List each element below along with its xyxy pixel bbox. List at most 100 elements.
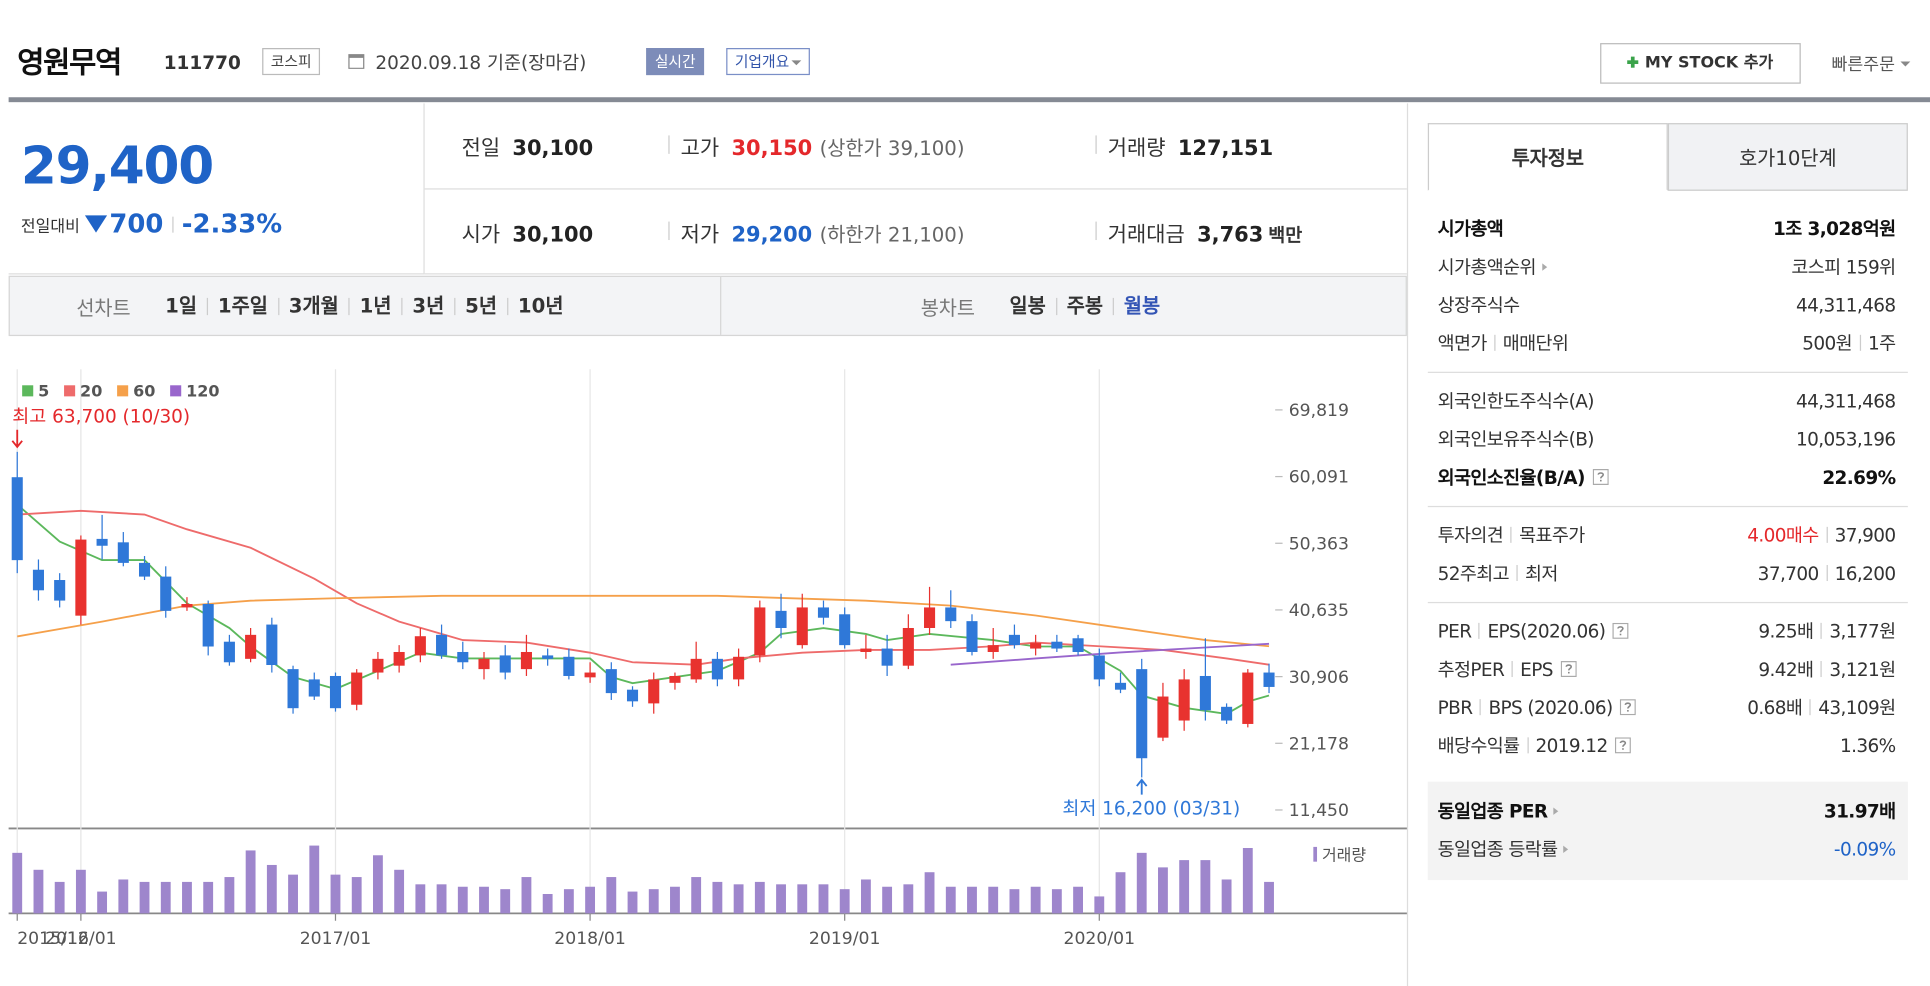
stat-label: 전일 bbox=[461, 136, 501, 162]
legend-label: 5 bbox=[38, 381, 49, 400]
info-value: 10,053,196 bbox=[1796, 428, 1896, 450]
period-option[interactable]: 10년 bbox=[506, 295, 573, 315]
volume-bar bbox=[372, 855, 383, 914]
quick-order[interactable]: 빠른주문 bbox=[1831, 52, 1910, 77]
period-option[interactable]: 3년 bbox=[401, 295, 454, 315]
annotation-arrow bbox=[11, 429, 23, 449]
period-option[interactable]: 5년 bbox=[454, 295, 507, 315]
volume-bar bbox=[988, 886, 999, 914]
info-label: PER EPS(2020.06) bbox=[1438, 620, 1629, 642]
tab[interactable]: 호가10단계 bbox=[1667, 123, 1908, 191]
candle-body bbox=[393, 651, 405, 666]
info-label: 액면가 매매단위 bbox=[1438, 330, 1569, 356]
value-text: 3,121원 bbox=[1829, 658, 1896, 681]
candle-body bbox=[436, 634, 448, 656]
separator bbox=[1479, 699, 1482, 716]
help-icon[interactable] bbox=[1560, 661, 1577, 678]
label-text: 시가총액순위 bbox=[1437, 256, 1537, 279]
period-option[interactable]: 1일 bbox=[165, 293, 197, 317]
volume-bar bbox=[457, 886, 468, 914]
moving-average-line bbox=[16, 503, 1270, 715]
candle-body bbox=[478, 658, 490, 670]
help-dot bbox=[1619, 633, 1622, 636]
quote-stats: 전일 30,100 고가 30,150 (상한가 39,100) 거래량 127,151 시… bbox=[424, 103, 1407, 275]
help-dot bbox=[1622, 748, 1624, 750]
volume-bar bbox=[54, 881, 65, 914]
info-row: PER EPS(2020.06) 9.25배 3,177원 bbox=[1428, 612, 1908, 650]
stats-row: 전일 30,100 고가 30,150 (상한가 39,100) 거래량 127,151 bbox=[424, 103, 1407, 190]
info-value: 9.25배 3,177원 bbox=[1758, 618, 1896, 644]
separator bbox=[1510, 526, 1512, 543]
period-heading: 선차트 bbox=[76, 296, 131, 320]
help-glyph bbox=[1564, 664, 1572, 671]
info-label: PBR BPS (2020.06) bbox=[1438, 696, 1636, 718]
period-option[interactable]: 1주일 bbox=[206, 295, 278, 315]
help-icon[interactable] bbox=[1612, 622, 1629, 639]
period-option[interactable]: 월봉 bbox=[1112, 295, 1170, 315]
base-date: 2020.09.18 기준(장마감) bbox=[375, 51, 587, 74]
market-badge: 코스피 bbox=[262, 48, 321, 76]
candle-body bbox=[881, 648, 893, 666]
value-text: 9.25배 bbox=[1758, 620, 1814, 643]
x-tick-label: 2019/01 bbox=[809, 929, 881, 949]
x-tick-label: 2016/01 bbox=[45, 929, 117, 949]
value-text: 44,311,468 bbox=[1795, 293, 1896, 316]
stat-note: (상한가 39,100) bbox=[819, 136, 965, 161]
my-stock-button[interactable]: MY STOCK 추가 bbox=[1600, 43, 1801, 84]
more-arrow[interactable] bbox=[1542, 262, 1547, 271]
help-icon[interactable] bbox=[1592, 468, 1609, 485]
info-label: 52주최고 최저 bbox=[1438, 560, 1559, 586]
stat-label: 거래대금 bbox=[1107, 222, 1185, 248]
candle-body bbox=[287, 669, 299, 709]
volume-bar bbox=[776, 884, 786, 914]
realtime-button[interactable]: 실시간 bbox=[646, 48, 705, 76]
candle-body bbox=[245, 634, 257, 659]
period-option[interactable]: 3개월 bbox=[277, 295, 349, 315]
volume-bar bbox=[754, 881, 765, 914]
stat: 전일 30,100 bbox=[461, 130, 594, 162]
more-arrow[interactable] bbox=[1553, 806, 1559, 815]
value-text: 37,900 bbox=[1834, 523, 1897, 546]
annotation-arrow bbox=[1136, 778, 1148, 795]
candle-body bbox=[499, 655, 511, 673]
candle-body bbox=[308, 679, 320, 697]
period-heading: 봉차트 bbox=[920, 296, 976, 320]
volume-bar bbox=[839, 889, 850, 914]
value-text: 10,053,196 bbox=[1795, 427, 1896, 450]
more-arrow[interactable] bbox=[1563, 845, 1569, 853]
candle-body bbox=[1072, 638, 1084, 652]
help-icon[interactable] bbox=[1619, 699, 1636, 716]
help-glyph bbox=[1617, 626, 1624, 633]
legend-label: 60 bbox=[133, 381, 155, 400]
candle-body bbox=[711, 658, 723, 680]
quick-order-label: 빠른주문 bbox=[1831, 55, 1895, 76]
candle-body bbox=[138, 562, 151, 577]
period-option[interactable]: 일봉 bbox=[1009, 293, 1046, 317]
overview-button[interactable]: 기업개요 bbox=[726, 48, 811, 76]
tab[interactable]: 투자정보 bbox=[1427, 123, 1668, 191]
volume-bar bbox=[500, 889, 511, 914]
label-text: PBR bbox=[1437, 696, 1473, 719]
volume-bar bbox=[797, 884, 808, 914]
candle-body bbox=[457, 651, 469, 663]
candle-body bbox=[160, 576, 172, 611]
y-tick-label: 60,091 bbox=[1289, 468, 1349, 488]
period-option[interactable]: 주봉 bbox=[1055, 295, 1113, 315]
info-value: 37,700 16,200 bbox=[1758, 562, 1896, 584]
volume-legend: 거래량 bbox=[1322, 845, 1366, 864]
x-tick-label: 2018/01 bbox=[554, 929, 626, 949]
candle-body bbox=[924, 607, 936, 628]
value-text: -0.09% bbox=[1833, 837, 1896, 860]
label-text: 최저 bbox=[1525, 562, 1558, 585]
help-dot bbox=[1599, 479, 1602, 482]
stat-label: 저가 bbox=[680, 222, 720, 248]
candle-body bbox=[1221, 706, 1233, 721]
info-label: 동일업종 등락률 bbox=[1438, 836, 1569, 862]
volume-bar bbox=[288, 874, 298, 914]
info-row: 액면가 매매단위 500원 1주 bbox=[1428, 324, 1908, 362]
period-option[interactable]: 1년 bbox=[348, 295, 402, 315]
help-icon[interactable] bbox=[1614, 737, 1631, 754]
value-text: 0.68배 bbox=[1747, 696, 1803, 719]
label-text: 외국인소진율(B/A) bbox=[1437, 466, 1586, 489]
